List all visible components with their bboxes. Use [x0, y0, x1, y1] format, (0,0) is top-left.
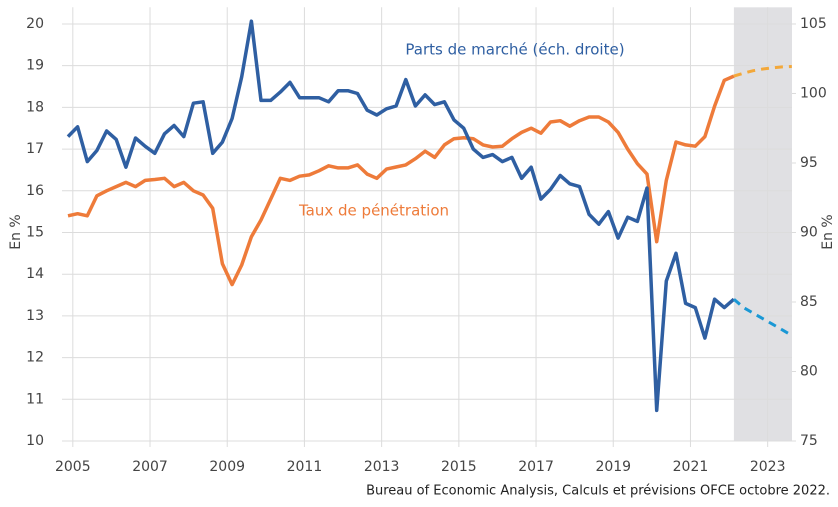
y2-tick-label: 100 [800, 85, 827, 101]
y2-tick-label: 90 [800, 224, 818, 240]
y-tick-label: 16 [26, 183, 44, 199]
y-tick-label: 14 [26, 266, 44, 282]
series-line [67, 74, 735, 287]
x-tick-label: 2009 [209, 459, 245, 475]
y2-tick-label: 75 [800, 433, 818, 449]
series-label: Taux de pénétration [298, 202, 449, 220]
y-tick-label: 11 [26, 391, 44, 407]
x-tick-label: 2019 [595, 459, 631, 475]
x-tick-label: 2007 [132, 459, 168, 475]
y-tick-label: 10 [26, 433, 44, 449]
source: Bureau of Economic Analysis, Calculs et … [366, 484, 830, 499]
y2-tick-label: 105 [800, 16, 827, 32]
y2-tick-label: 85 [800, 294, 818, 310]
series-label: Parts de marché (éch. droite) [405, 41, 624, 59]
y-tick-label: 17 [26, 141, 44, 157]
x-tick-label: 2011 [287, 459, 323, 475]
forecast-line [732, 298, 793, 337]
forecast-shade [733, 7, 792, 442]
y-tick-label: 19 [26, 58, 44, 74]
y2-axis-label: En % [820, 214, 836, 249]
x-tick-label: 2013 [364, 459, 400, 475]
x-tick-label: 2021 [673, 459, 709, 475]
x-tick-label: 2023 [750, 459, 786, 475]
y-tick-label: 13 [26, 308, 44, 324]
series-line [66, 19, 736, 413]
y-tick-label: 15 [26, 224, 44, 240]
y-tick-label: 12 [26, 350, 44, 366]
x-tick-label: 2017 [518, 459, 554, 475]
forecast-line [733, 65, 792, 78]
x-tick-label: 2005 [55, 459, 91, 475]
y2-tick-label: 95 [800, 155, 818, 171]
y-tick-label: 20 [26, 16, 44, 32]
x-tick-label: 2015 [441, 459, 477, 475]
y-axis-label: En % [8, 214, 24, 249]
y2-tick-label: 80 [800, 363, 818, 379]
y-tick-label: 18 [26, 99, 44, 115]
